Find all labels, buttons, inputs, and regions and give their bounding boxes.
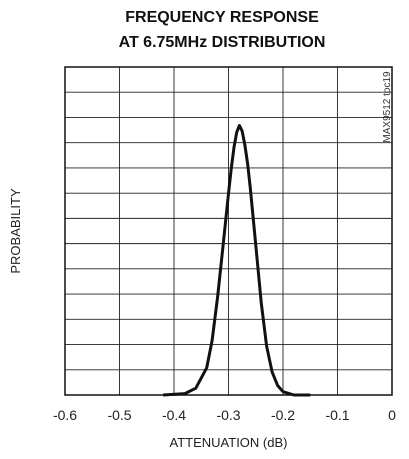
x-tick-label: -0.2 <box>271 407 295 423</box>
x-tick-label: -0.3 <box>216 407 240 423</box>
chart-title-line2: AT 6.75MHz DISTRIBUTION <box>119 34 326 51</box>
x-tick-label: -0.5 <box>107 407 131 423</box>
x-axis-label: ATTENUATION (dB) <box>170 435 288 450</box>
distribution-curve <box>163 124 311 397</box>
x-tick-label: 0 <box>388 407 396 423</box>
x-tick-labels: -0.6 -0.5 -0.4 -0.3 -0.2 -0.1 0 <box>53 407 396 423</box>
y-axis-label: PROBABILITY <box>8 188 23 274</box>
chart-title-line1: FREQUENCY RESPONSE <box>125 9 319 26</box>
plot-frame <box>64 66 393 396</box>
x-tick-label: -0.4 <box>162 407 186 423</box>
grid <box>65 67 392 395</box>
x-tick-label: -0.1 <box>325 407 349 423</box>
figure-id: MAX9512 toc19 <box>382 71 393 143</box>
x-tick-label: -0.6 <box>53 407 77 423</box>
